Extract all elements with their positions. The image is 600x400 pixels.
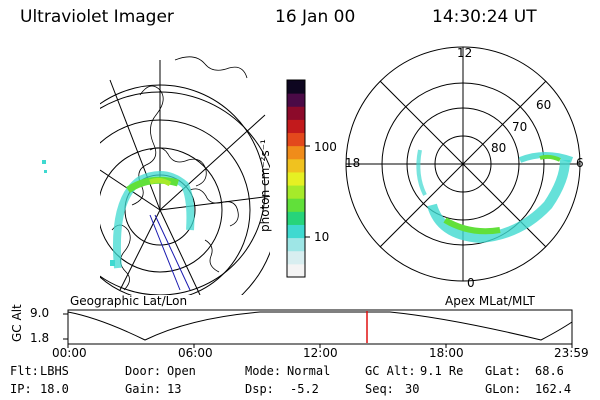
mlat-label-70: 70	[512, 120, 528, 134]
mlt-label-6: 6	[576, 156, 584, 170]
door-value: Open	[167, 364, 196, 378]
colorbar-swatch	[287, 211, 305, 225]
glon-value: 162.4	[535, 382, 572, 396]
glat-label: GLat:	[485, 364, 522, 378]
right-panel-caption: Apex MLat/MLT	[445, 294, 535, 308]
gcalt-value: 9.1 Re	[420, 364, 464, 378]
colorbar-swatch	[287, 158, 305, 173]
timeline-y-label: GC Alt	[10, 304, 24, 342]
colorbar-swatch	[287, 250, 305, 265]
colorbar-swatch	[287, 119, 305, 134]
colorbar-unit-label: photon cm⁻²s⁻¹	[258, 139, 272, 232]
timeline-x-tick-1800: 18:00	[429, 346, 464, 360]
colorbar-swatch	[287, 132, 305, 147]
timeline-x-tick-2359: 23:59	[554, 346, 589, 360]
seq-value: 30	[405, 382, 420, 396]
meridian-line	[109, 79, 161, 211]
colorbar-tick-100: 100	[314, 140, 337, 154]
colorbar-swatch	[287, 145, 305, 160]
timeline-x-tick-0000: 00:00	[52, 346, 87, 360]
coastline	[149, 147, 207, 187]
gcalt-label: GC Alt:	[365, 364, 416, 378]
right-auroral-oval	[416, 149, 574, 244]
image-date: 16 Jan 00	[275, 7, 356, 27]
glon-label: GLon:	[485, 382, 522, 396]
coastline	[174, 56, 248, 79]
mlt-label-0: 0	[467, 276, 475, 290]
colorbar-swatch	[287, 237, 305, 252]
footprint-track	[149, 214, 181, 291]
gain-value: 13	[167, 382, 182, 396]
door-label: Door:	[125, 364, 162, 378]
timeline-y-tick-min: 1.8	[30, 331, 50, 345]
seq-label: Seq:	[365, 382, 394, 396]
coastline	[131, 85, 164, 206]
timeline-x-tick-0600: 06:00	[178, 346, 213, 360]
mlt-line	[379, 80, 547, 248]
coastline	[111, 224, 131, 291]
colorbar-swatch	[287, 263, 305, 278]
altitude-curve	[67, 311, 573, 341]
mlat-label-80: 80	[491, 141, 507, 155]
left-panel-caption: Geographic Lat/Lon	[70, 294, 188, 308]
footprint-track	[154, 214, 191, 291]
left-auroral-oval	[42, 160, 195, 269]
mlat-label-60: 60	[536, 98, 552, 112]
colorbar-swatch	[287, 198, 305, 212]
instrument-title: Ultraviolet Imager	[20, 7, 174, 27]
timeline-y-tick-max: 9.0	[30, 306, 50, 320]
coastline	[189, 188, 239, 227]
mlt-label-18: 18	[345, 156, 361, 170]
ip-value: 18.0	[40, 382, 69, 396]
mode-value: Normal	[287, 364, 331, 378]
gain-label: Gain:	[125, 382, 162, 396]
mode-label: Mode:	[245, 364, 282, 378]
polar-grid	[345, 46, 581, 282]
colorbar-swatch	[287, 224, 305, 239]
colorbar-swatch	[287, 80, 305, 94]
glat-value: 68.6	[535, 364, 564, 378]
colorbar-swatch	[287, 185, 305, 199]
filter-label: Flt:	[10, 364, 39, 378]
coastline	[204, 239, 220, 273]
colorbar	[287, 80, 305, 278]
dsp-label: Dsp:	[245, 382, 274, 396]
colorbar-swatch	[287, 93, 305, 107]
colorbar-swatch	[287, 171, 305, 186]
dsp-value: -5.2	[290, 382, 319, 396]
colorbar-swatch	[287, 106, 305, 120]
colorbar-tick-10: 10	[314, 230, 330, 244]
ip-label: IP:	[10, 382, 32, 396]
timeline-x-tick-1200: 12:00	[303, 346, 338, 360]
meridian-line	[159, 209, 201, 295]
mlt-label-12: 12	[457, 46, 473, 60]
image-time: 14:30:24 UT	[432, 7, 537, 27]
meridian-line	[159, 114, 266, 211]
filter-value: LBHS	[40, 364, 69, 378]
